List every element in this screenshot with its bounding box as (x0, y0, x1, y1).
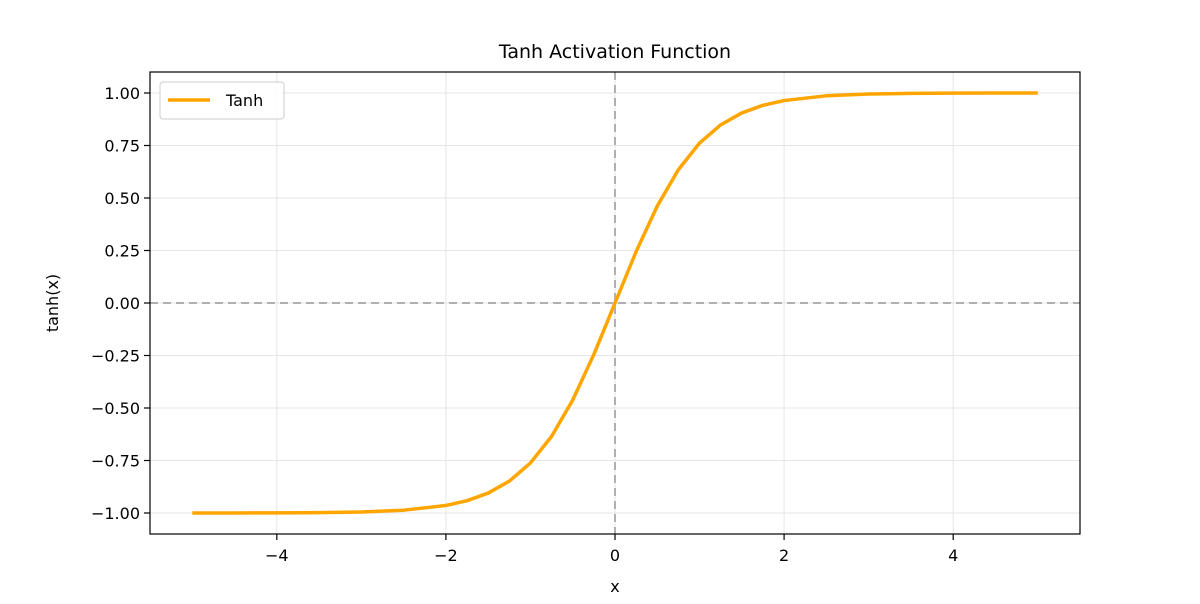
legend: Tanh (159, 81, 285, 120)
y-tick-label: 0.00 (104, 294, 140, 313)
reference-lines (150, 72, 1080, 534)
y-tick-label: −1.00 (91, 504, 140, 523)
y-tick-label: −0.50 (91, 399, 140, 418)
y-axis-label: tanh(x) (43, 274, 62, 332)
y-tick-label: 1.00 (104, 84, 140, 103)
y-tick-label: −0.25 (91, 347, 140, 366)
x-tick-label: 0 (610, 546, 620, 565)
x-tick-label: −2 (434, 546, 458, 565)
legend-box (159, 81, 285, 120)
y-tick-label: 0.75 (104, 137, 140, 156)
series-line-tanh (192, 91, 1038, 515)
x-tick-label: 4 (948, 546, 958, 565)
x-axis-label: x (610, 577, 619, 596)
chart-title: Tanh Activation Function (498, 41, 731, 63)
legend-label-tanh: Tanh (225, 91, 263, 110)
y-tick-label: −0.75 (91, 452, 140, 471)
y-axis-ticks: −1.00 −0.75 −0.50 −0.25 0.00 0.25 0.50 0.75 1.00 (91, 84, 150, 523)
x-tick-label: −4 (265, 546, 289, 565)
series-layer (192, 91, 1038, 515)
x-tick-label: 2 (779, 546, 789, 565)
x-axis-ticks: −4 −2 0 2 4 (265, 534, 958, 565)
y-tick-label: 0.25 (104, 242, 140, 261)
y-tick-label: 0.50 (104, 189, 140, 208)
